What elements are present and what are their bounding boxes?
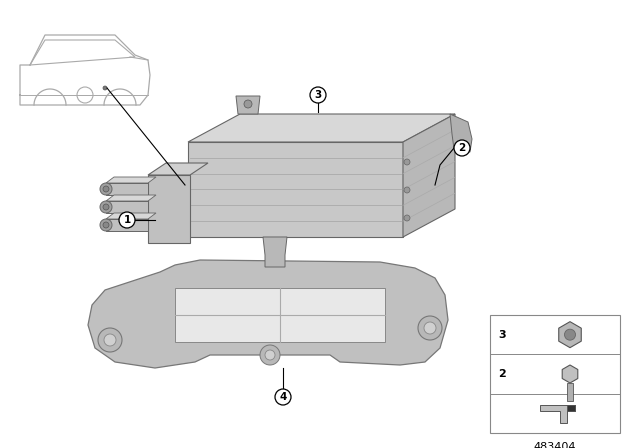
Circle shape bbox=[418, 316, 442, 340]
Circle shape bbox=[564, 329, 575, 340]
Circle shape bbox=[244, 100, 252, 108]
Polygon shape bbox=[450, 114, 472, 152]
Bar bbox=[490, 315, 620, 433]
Circle shape bbox=[103, 222, 109, 228]
Circle shape bbox=[404, 215, 410, 221]
Circle shape bbox=[100, 219, 112, 231]
Polygon shape bbox=[106, 213, 156, 219]
Polygon shape bbox=[540, 405, 575, 423]
Text: 483404: 483404 bbox=[534, 442, 576, 448]
Polygon shape bbox=[148, 163, 208, 175]
Circle shape bbox=[100, 201, 112, 213]
Text: 4: 4 bbox=[279, 392, 287, 402]
Bar bbox=[567, 383, 573, 401]
Circle shape bbox=[103, 186, 109, 192]
Circle shape bbox=[424, 322, 436, 334]
Circle shape bbox=[404, 187, 410, 193]
Circle shape bbox=[98, 328, 122, 352]
Polygon shape bbox=[567, 405, 575, 411]
Circle shape bbox=[104, 334, 116, 346]
Polygon shape bbox=[175, 288, 385, 342]
Circle shape bbox=[454, 140, 470, 156]
Polygon shape bbox=[403, 114, 455, 237]
Circle shape bbox=[119, 212, 135, 228]
Text: 2: 2 bbox=[498, 369, 506, 379]
Text: 3: 3 bbox=[498, 330, 506, 340]
Polygon shape bbox=[88, 260, 448, 368]
Text: 1: 1 bbox=[124, 215, 131, 225]
Circle shape bbox=[404, 159, 410, 165]
Circle shape bbox=[103, 204, 109, 210]
Polygon shape bbox=[148, 175, 190, 243]
Polygon shape bbox=[106, 201, 148, 213]
Polygon shape bbox=[106, 177, 156, 183]
Polygon shape bbox=[236, 96, 260, 114]
Circle shape bbox=[275, 389, 291, 405]
Polygon shape bbox=[188, 114, 455, 142]
Text: 2: 2 bbox=[458, 143, 466, 153]
Polygon shape bbox=[106, 183, 148, 195]
Circle shape bbox=[260, 345, 280, 365]
Circle shape bbox=[100, 183, 112, 195]
Polygon shape bbox=[188, 142, 403, 237]
Polygon shape bbox=[106, 195, 156, 201]
Polygon shape bbox=[106, 219, 148, 231]
Circle shape bbox=[265, 350, 275, 360]
Circle shape bbox=[103, 86, 107, 90]
Text: 3: 3 bbox=[314, 90, 322, 100]
Polygon shape bbox=[263, 237, 287, 267]
Polygon shape bbox=[562, 365, 578, 383]
Polygon shape bbox=[559, 322, 581, 348]
Circle shape bbox=[310, 87, 326, 103]
